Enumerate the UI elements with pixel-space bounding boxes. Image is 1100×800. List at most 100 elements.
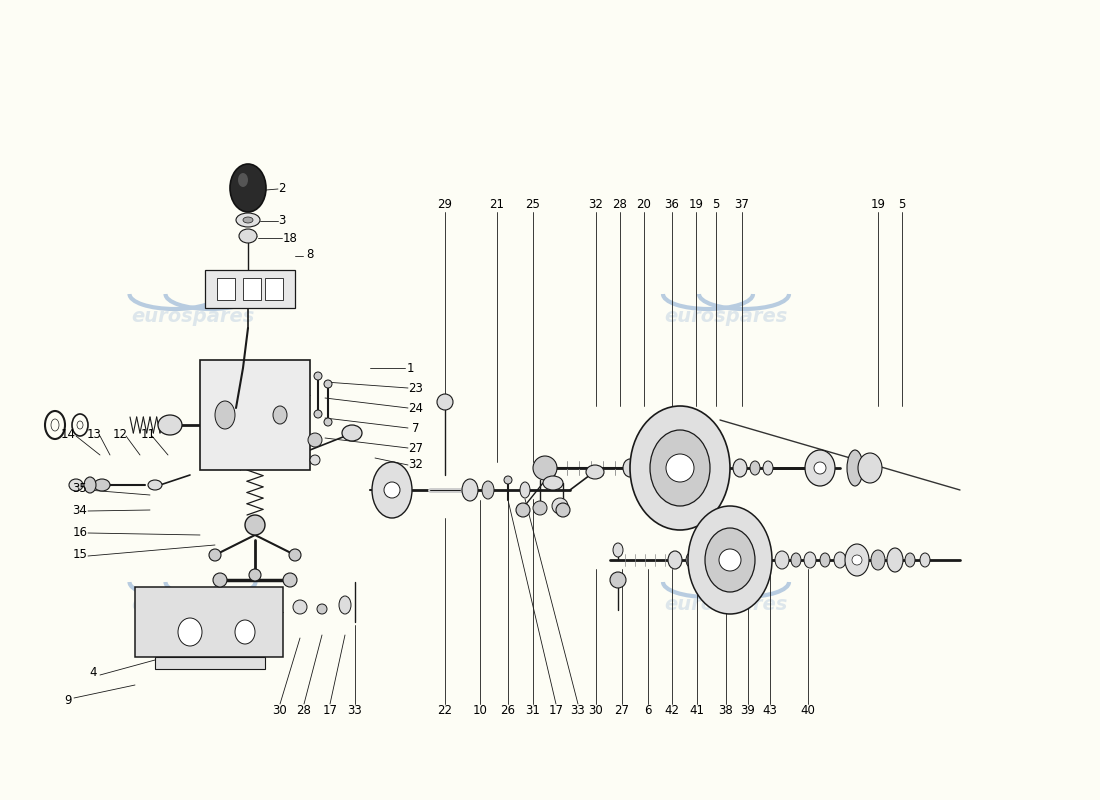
Ellipse shape	[613, 543, 623, 557]
Ellipse shape	[630, 406, 730, 530]
Text: 21: 21	[490, 198, 505, 211]
Ellipse shape	[776, 551, 789, 569]
Text: 31: 31	[526, 703, 540, 717]
Ellipse shape	[623, 459, 637, 477]
Ellipse shape	[858, 453, 882, 483]
Ellipse shape	[845, 544, 869, 576]
Ellipse shape	[814, 462, 826, 474]
Text: 15: 15	[73, 549, 87, 562]
Ellipse shape	[852, 555, 862, 565]
Text: 27: 27	[615, 703, 629, 717]
Ellipse shape	[94, 479, 110, 491]
Ellipse shape	[238, 173, 248, 187]
Ellipse shape	[148, 480, 162, 490]
Ellipse shape	[871, 550, 886, 570]
Ellipse shape	[289, 549, 301, 561]
Ellipse shape	[805, 450, 835, 486]
Text: 40: 40	[801, 703, 815, 717]
Text: 10: 10	[473, 703, 487, 717]
Ellipse shape	[688, 506, 772, 614]
Ellipse shape	[847, 450, 864, 486]
Text: 29: 29	[438, 198, 452, 211]
Ellipse shape	[213, 573, 227, 587]
Text: 30: 30	[588, 703, 604, 717]
Text: 17: 17	[322, 703, 338, 717]
Ellipse shape	[504, 476, 512, 484]
Text: 5: 5	[899, 198, 905, 211]
Ellipse shape	[342, 425, 362, 441]
Text: 35: 35	[73, 482, 87, 494]
Ellipse shape	[534, 456, 557, 480]
Ellipse shape	[657, 460, 669, 476]
Text: 20: 20	[637, 198, 651, 211]
Text: 42: 42	[664, 703, 680, 717]
Ellipse shape	[820, 553, 830, 567]
Ellipse shape	[666, 454, 694, 482]
Ellipse shape	[462, 479, 478, 501]
Text: 19: 19	[689, 198, 704, 211]
Ellipse shape	[719, 549, 741, 571]
Text: 4: 4	[89, 666, 97, 679]
Text: 16: 16	[73, 526, 88, 538]
Text: 11: 11	[141, 429, 155, 442]
Ellipse shape	[437, 394, 453, 410]
Text: 32: 32	[408, 458, 424, 471]
Text: 19: 19	[870, 198, 886, 211]
Ellipse shape	[804, 552, 816, 568]
Ellipse shape	[668, 551, 682, 569]
Text: 25: 25	[526, 198, 540, 211]
Ellipse shape	[69, 479, 82, 491]
Text: 13: 13	[87, 429, 101, 442]
Text: 41: 41	[690, 703, 704, 717]
Bar	[243, 278, 261, 300]
Ellipse shape	[324, 380, 332, 388]
Ellipse shape	[733, 459, 747, 477]
Text: 9: 9	[64, 694, 72, 706]
Ellipse shape	[556, 503, 570, 517]
Ellipse shape	[920, 553, 929, 567]
Ellipse shape	[230, 164, 266, 212]
Ellipse shape	[158, 415, 182, 435]
Ellipse shape	[314, 372, 322, 380]
Ellipse shape	[543, 476, 563, 490]
Ellipse shape	[236, 213, 260, 227]
Text: 14: 14	[60, 429, 76, 442]
Text: 6: 6	[645, 703, 651, 717]
Bar	[205, 270, 295, 308]
Text: 26: 26	[500, 703, 516, 717]
Text: 3: 3	[278, 214, 286, 227]
Ellipse shape	[317, 604, 327, 614]
Ellipse shape	[763, 461, 773, 475]
Text: 1: 1	[406, 362, 414, 374]
Bar	[217, 278, 235, 300]
Text: 17: 17	[549, 703, 563, 717]
Text: 27: 27	[408, 442, 424, 454]
Ellipse shape	[516, 503, 530, 517]
Bar	[265, 278, 283, 300]
Ellipse shape	[245, 515, 265, 535]
Ellipse shape	[791, 553, 801, 567]
Ellipse shape	[750, 461, 760, 475]
Ellipse shape	[293, 600, 307, 614]
Ellipse shape	[686, 552, 698, 568]
Ellipse shape	[324, 418, 332, 426]
Text: 37: 37	[735, 198, 749, 211]
Ellipse shape	[610, 572, 626, 588]
Ellipse shape	[534, 501, 547, 515]
Text: 18: 18	[283, 231, 297, 245]
Text: 7: 7	[412, 422, 420, 434]
Ellipse shape	[834, 552, 846, 568]
Ellipse shape	[273, 406, 287, 424]
Ellipse shape	[520, 482, 530, 498]
Ellipse shape	[650, 430, 710, 506]
Ellipse shape	[283, 573, 297, 587]
Text: 8: 8	[306, 249, 313, 262]
Text: 22: 22	[438, 703, 452, 717]
Ellipse shape	[308, 433, 322, 447]
Ellipse shape	[178, 618, 202, 646]
Text: 2: 2	[278, 182, 286, 194]
Text: 24: 24	[408, 402, 424, 414]
Ellipse shape	[314, 410, 322, 418]
Ellipse shape	[887, 548, 903, 572]
Ellipse shape	[209, 549, 221, 561]
